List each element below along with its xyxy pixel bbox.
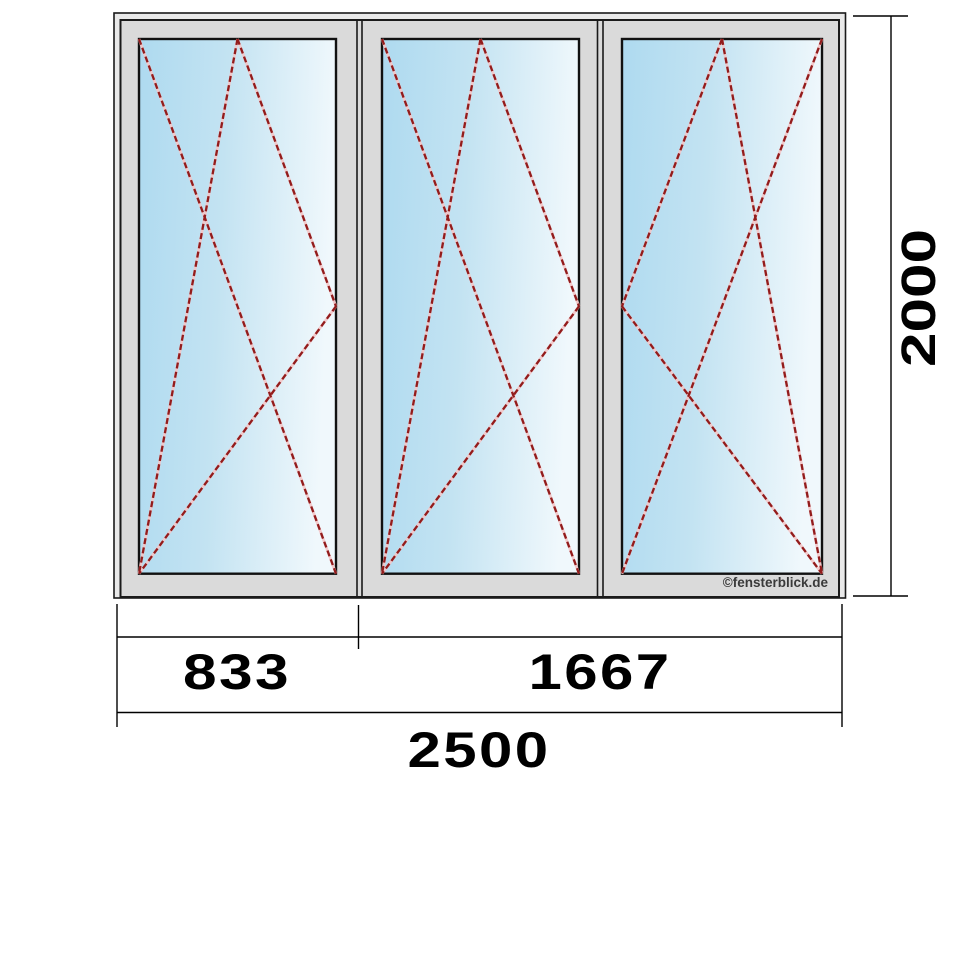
svg-text:2500: 2500 (408, 722, 551, 778)
svg-text:©fensterblick.de: ©fensterblick.de (723, 575, 829, 590)
svg-text:833: 833 (183, 644, 291, 700)
svg-text:2000: 2000 (893, 229, 946, 367)
svg-text:1667: 1667 (529, 644, 672, 700)
